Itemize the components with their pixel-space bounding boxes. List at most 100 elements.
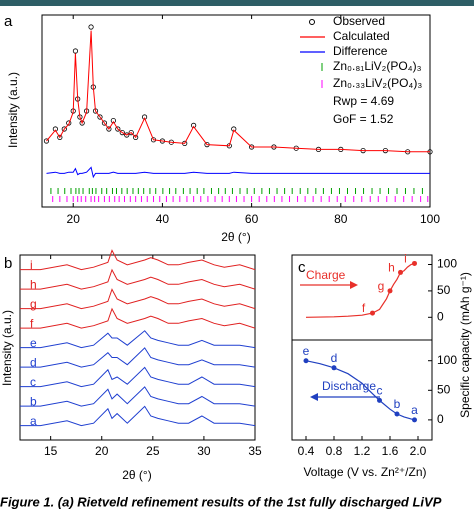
arrow-head <box>310 393 318 401</box>
data-point <box>79 120 85 126</box>
point-label: g <box>378 279 385 293</box>
y-tick-label: 0 <box>437 412 444 426</box>
x-tick-label: 1.6 <box>382 444 399 458</box>
top-strip <box>0 0 474 6</box>
data-point <box>57 134 63 140</box>
y-tick-label: 100 <box>437 353 457 367</box>
curve-point <box>331 365 337 371</box>
legend-label: Zn₀.₈₁LiV₂(PO₄)₃ <box>333 59 422 73</box>
y-axis-label: Intensity (a.u.) <box>6 72 20 148</box>
x-tick-label: 60 <box>245 212 259 226</box>
data-point <box>88 24 94 30</box>
y-axis-label: Intensity (a.u.) <box>0 310 14 386</box>
annotation: GoF = 1.52 <box>333 112 394 126</box>
y-axis-label: Specific capacity (mAh g⁻¹) <box>458 272 472 418</box>
pattern-line <box>20 249 256 271</box>
pattern-line <box>20 330 256 349</box>
data-point <box>128 130 134 136</box>
x-tick-label: 2.0 <box>410 444 427 458</box>
legend-label: Zn₀.₃₃LiV₂(PO₄)₃ <box>333 76 422 90</box>
panel-label: a <box>4 13 13 30</box>
x-axis-label: 2θ (°) <box>221 230 250 244</box>
point-label: d <box>331 351 338 365</box>
curve-point <box>370 310 375 316</box>
x-tick-label: 100 <box>420 212 440 226</box>
data-point <box>52 126 58 132</box>
data-point <box>115 126 121 132</box>
caption: Figure 1. (a) Rietveld refinement result… <box>0 494 442 509</box>
data-line <box>46 166 430 179</box>
pattern-line <box>20 268 256 290</box>
curve-point <box>387 288 393 294</box>
curve-point <box>412 260 417 266</box>
x-tick-label: 35 <box>248 444 262 458</box>
legend-symbol <box>309 19 315 25</box>
x-tick-label: 20 <box>67 212 81 226</box>
point-label: h <box>388 261 395 275</box>
panel-a-frame <box>41 14 431 208</box>
data-line <box>46 30 430 153</box>
x-tick-label: 15 <box>44 444 58 458</box>
data-point <box>124 132 130 138</box>
series-label: d <box>30 356 37 370</box>
x-tick-label: 40 <box>156 212 170 226</box>
x-tick-label: 80 <box>334 212 348 226</box>
legend-label: Observed <box>333 14 385 28</box>
x-tick-label: 0.4 <box>298 444 315 458</box>
pattern-line <box>20 405 256 427</box>
legend-label: Difference <box>333 44 388 58</box>
pattern-line <box>20 347 256 368</box>
point-label: a <box>411 403 418 417</box>
curve-point <box>412 417 417 423</box>
pattern-line <box>20 366 256 388</box>
data-point <box>43 138 50 144</box>
series-label: i <box>30 258 33 272</box>
x-axis-label: 2θ (°) <box>122 468 151 482</box>
data-point <box>66 120 72 126</box>
data-point <box>101 120 108 126</box>
curve-point <box>398 269 403 275</box>
curve-line <box>305 360 415 421</box>
y-tick-label: 50 <box>437 283 451 297</box>
point-label: e <box>303 344 310 358</box>
series-label: b <box>30 395 37 409</box>
panel-b-frame <box>19 254 256 441</box>
pattern-line <box>20 386 256 407</box>
data-point <box>61 126 67 132</box>
point-label: i <box>404 252 407 266</box>
annotation: Rwp = 4.69 <box>333 94 394 108</box>
y-tick-label: 0 <box>437 309 444 323</box>
x-axis-label: Voltage (V vs. Zn²⁺/Zn) <box>303 465 426 479</box>
arrow-head <box>350 281 358 289</box>
data-point <box>97 114 103 120</box>
data-point <box>72 48 79 54</box>
pattern-line <box>20 288 256 310</box>
curve-point <box>377 397 382 403</box>
series-label: a <box>30 414 37 428</box>
curve-point <box>394 411 400 417</box>
y-tick-label: 100 <box>437 257 457 271</box>
curve-point <box>303 358 309 364</box>
x-tick-label: 0.8 <box>326 444 343 458</box>
pattern-line <box>20 307 256 329</box>
x-tick-label: 1.2 <box>354 444 371 458</box>
data-point <box>106 126 112 132</box>
point-label: c <box>377 384 383 398</box>
x-tick-label: 25 <box>146 444 160 458</box>
legend-label: Calculated <box>333 29 390 43</box>
series-label: c <box>30 375 36 389</box>
annotation: Charge <box>306 268 346 282</box>
data-point <box>133 134 139 140</box>
series-label: h <box>30 278 37 292</box>
y-tick-label: 50 <box>437 382 451 396</box>
series-label: e <box>30 336 37 350</box>
x-tick-label: 30 <box>197 444 211 458</box>
series-label: g <box>30 297 37 311</box>
point-label: b <box>394 397 401 411</box>
series-label: f <box>30 317 34 331</box>
x-tick-label: 20 <box>95 444 109 458</box>
data-point <box>119 130 125 136</box>
point-label: f <box>362 301 366 315</box>
annotation: Discharge <box>322 379 376 393</box>
